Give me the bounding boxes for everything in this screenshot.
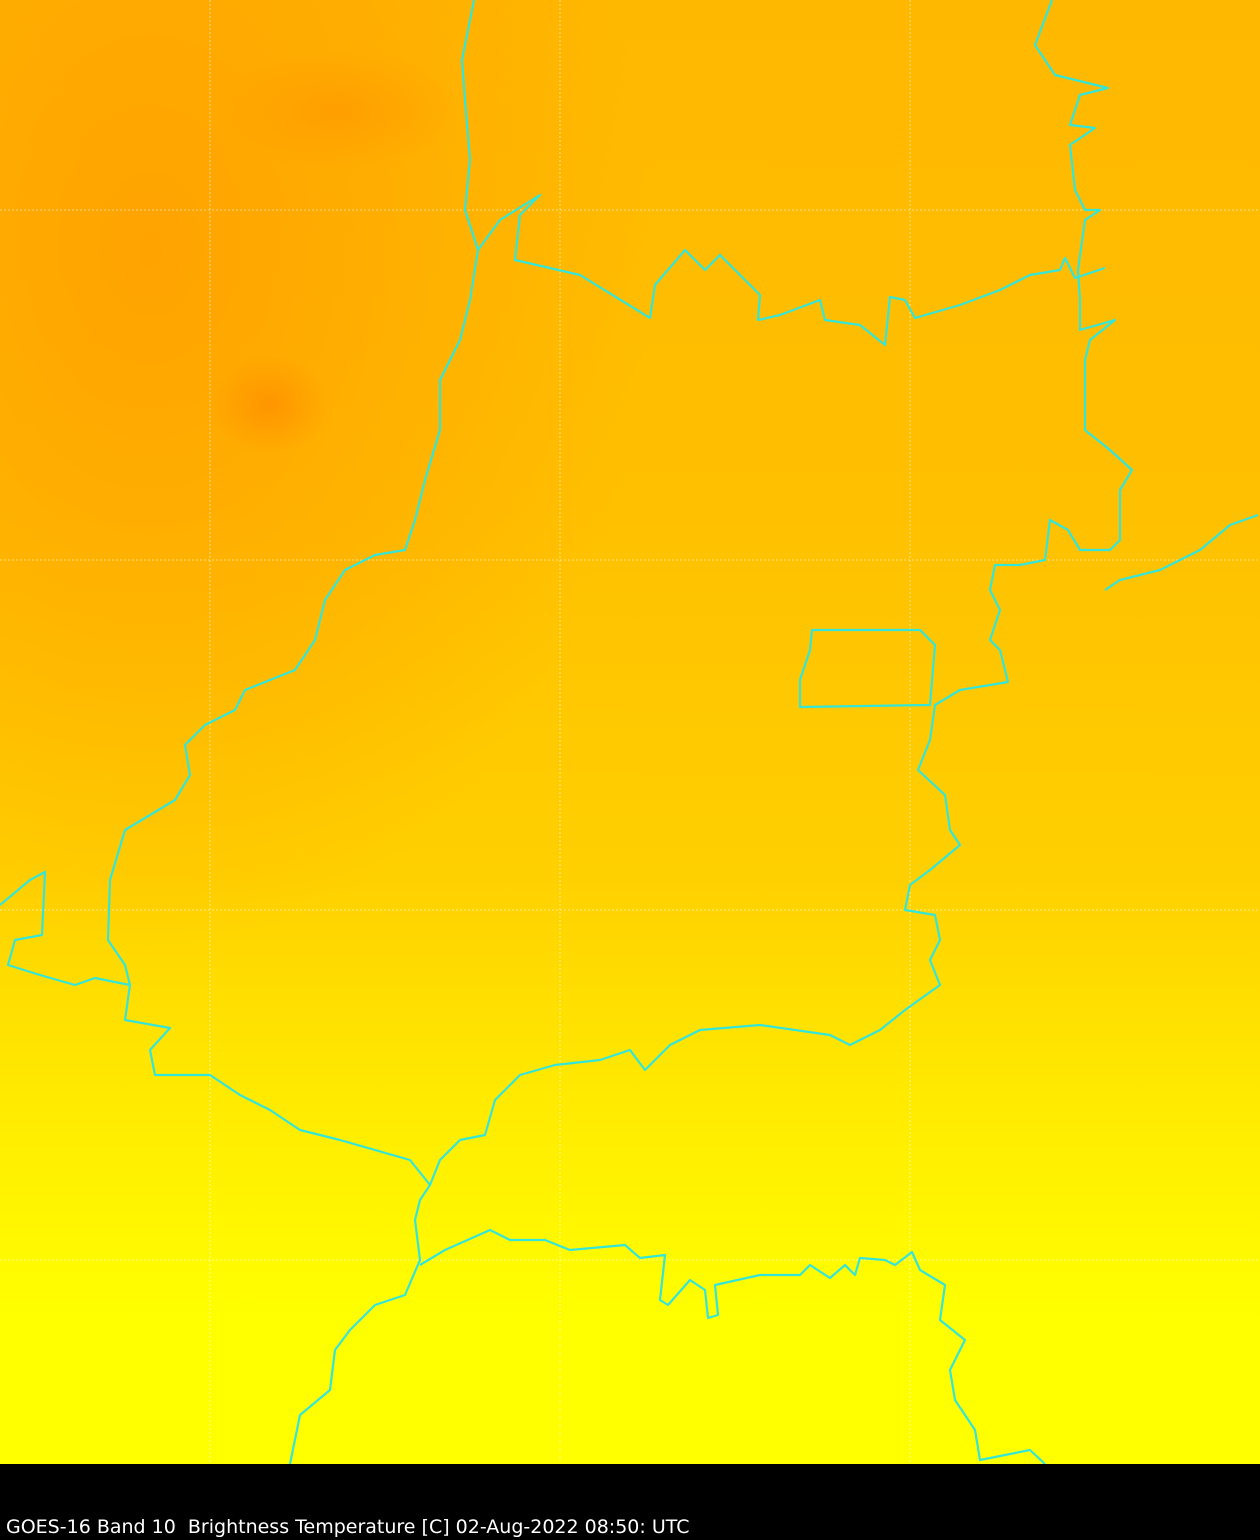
state-borders <box>0 0 1259 1464</box>
border <box>106 0 480 1186</box>
border <box>0 870 131 987</box>
border <box>288 0 1134 1464</box>
map-overlay <box>0 0 1260 1464</box>
border <box>1104 513 1259 591</box>
caption-text: GOES-16 Band 10 Brightness Temperature [… <box>6 1516 690 1538</box>
federal-district-border <box>798 628 937 709</box>
border <box>477 193 1106 347</box>
caption-bar: GOES-16 Band 10 Brightness Temperature [… <box>0 1464 1260 1540</box>
border <box>419 1228 1046 1464</box>
grid-lines <box>0 0 1260 1464</box>
